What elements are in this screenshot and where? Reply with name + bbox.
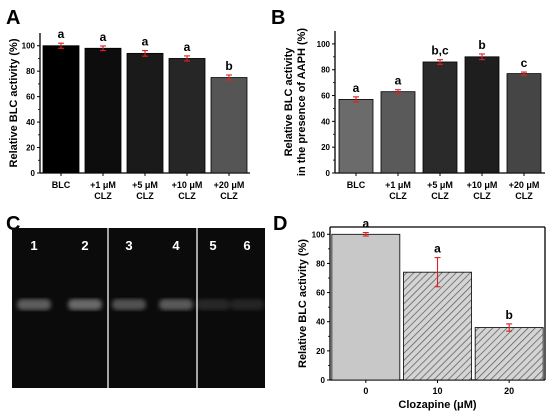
- panel-a-bar: [168, 58, 206, 174]
- gel-band: [159, 299, 193, 310]
- gel-band: [196, 299, 230, 310]
- panel-b-bar: [464, 56, 500, 174]
- gel-lane-label: 2: [81, 238, 88, 253]
- panel-d-y-tick-label: 20: [316, 347, 325, 356]
- panel-d-x-axis-title: Clozapine (μM): [398, 399, 477, 411]
- gel-band: [17, 299, 51, 310]
- gel-image: 1 2 3 4 5 6: [12, 228, 265, 388]
- panel-a-y-tick-label: 20: [26, 144, 35, 153]
- panel-a-category-label: +5 μM: [132, 180, 158, 190]
- panel-b-y-tick-label: 100: [317, 40, 331, 49]
- gel-lane-label: 4: [172, 238, 180, 253]
- panel-a-bar: [84, 47, 122, 174]
- panel-d-bar: [403, 271, 472, 381]
- gel-band: [112, 299, 146, 310]
- panel-d-significance-label: b: [505, 308, 512, 322]
- gel-lane-label: 5: [209, 238, 216, 253]
- panel-d-bar: [331, 233, 401, 381]
- panel-a-y-tick-label: 0: [31, 169, 36, 178]
- panel-b-bar: [422, 61, 458, 174]
- panel-b-category-label: CLZ: [515, 191, 533, 201]
- panel-b-category-label: CLZ: [473, 191, 491, 201]
- panel-a-category-label: BLC: [52, 180, 71, 190]
- panel-b-category-label: CLZ: [389, 191, 407, 201]
- panel-a-category-label: +1 μM: [90, 180, 116, 190]
- panel-a-category-label: CLZ: [136, 191, 154, 201]
- panel-b-category-label: +1 μM: [385, 180, 411, 190]
- panel-b-y-axis-title: in the presence of AAPH (%): [296, 28, 308, 176]
- panel-a-y-tick-label: 60: [26, 93, 35, 102]
- panel-d-y-tick-label: 0: [321, 376, 326, 385]
- panel-a-category-label: +20 μM: [214, 180, 245, 190]
- panel-b-y-axis-title: Relative BLC activity: [283, 47, 295, 157]
- panel-d-bar: [474, 327, 544, 381]
- panel-d-category-label: 10: [432, 386, 442, 396]
- panel-d-y-tick-label: 40: [316, 318, 325, 327]
- panel-a-significance-label: a: [184, 40, 191, 54]
- panel-a-significance-label: a: [100, 30, 107, 44]
- panel-b-y-tick-label: 40: [321, 117, 330, 126]
- panel-a-significance-label: b: [225, 59, 232, 73]
- panel-b-y-tick-label: 80: [321, 66, 330, 75]
- panel-b-category-label: +10 μM: [467, 180, 498, 190]
- panel-d-letter: D: [273, 213, 287, 235]
- panel-a-y-tick-label: 80: [26, 67, 35, 76]
- panel-a-y-axis-title: Relative BLC activity (%): [8, 38, 20, 167]
- panel-b-significance-label: b: [478, 38, 485, 52]
- gel-band: [230, 299, 264, 310]
- panel-a-category-label: CLZ: [220, 191, 238, 201]
- panel-b-category-label: +20 μM: [509, 180, 540, 190]
- panel-d-significance-label: a: [362, 217, 369, 231]
- panel-a-category-label: +10 μM: [172, 180, 203, 190]
- panel-b-bar: [506, 73, 542, 174]
- gel-lane-label: 1: [30, 238, 37, 253]
- panel-a-bar: [126, 52, 164, 174]
- panel-a-category-label: CLZ: [178, 191, 196, 201]
- chart-panel-d: 0 20 40 60 80 100 a 0 a 10 b 20 Relative BLC activit…: [297, 217, 546, 411]
- gel-lane-label: 6: [243, 238, 250, 253]
- panel-b-bar: [338, 99, 374, 174]
- panel-a-bar: [210, 77, 248, 174]
- panel-b-letter: B: [271, 7, 285, 29]
- panel-a-y-tick-label: 40: [26, 118, 35, 127]
- panel-b-category-label: CLZ: [431, 191, 449, 201]
- panel-d-category-label: 0: [363, 386, 368, 396]
- panel-b-y-tick-label: 60: [321, 92, 330, 101]
- panel-a-y-tick-label: 100: [22, 42, 36, 51]
- panel-b-category-label: +5 μM: [427, 180, 453, 190]
- panel-b-significance-label: b,c: [431, 44, 449, 58]
- gel-band: [68, 299, 102, 310]
- panel-d-category-label: 20: [504, 386, 514, 396]
- gel-lane-label: 3: [125, 238, 132, 253]
- panel-d-y-tick-label: 60: [316, 289, 325, 298]
- panel-a-bar: [42, 45, 80, 174]
- panel-a-letter: A: [6, 7, 20, 29]
- panel-b-significance-label: a: [353, 81, 360, 95]
- panel-b-significance-label: c: [521, 56, 528, 70]
- panel-d-y-tick-label: 80: [316, 259, 325, 268]
- panel-d-y-axis-title: Relative BLC activity (%): [297, 239, 309, 368]
- panel-d-significance-label: a: [434, 242, 441, 256]
- panel-a-significance-label: a: [58, 27, 65, 41]
- panel-b-y-tick-label: 0: [326, 169, 331, 178]
- panel-a-category-label: CLZ: [94, 191, 112, 201]
- panel-b-significance-label: a: [395, 74, 402, 88]
- panel-b-category-label: BLC: [347, 180, 366, 190]
- panel-b-y-tick-label: 20: [321, 143, 330, 152]
- panel-b-bar: [380, 91, 416, 174]
- panel-d-y-tick-label: 100: [312, 230, 326, 239]
- panel-a-significance-label: a: [142, 35, 149, 49]
